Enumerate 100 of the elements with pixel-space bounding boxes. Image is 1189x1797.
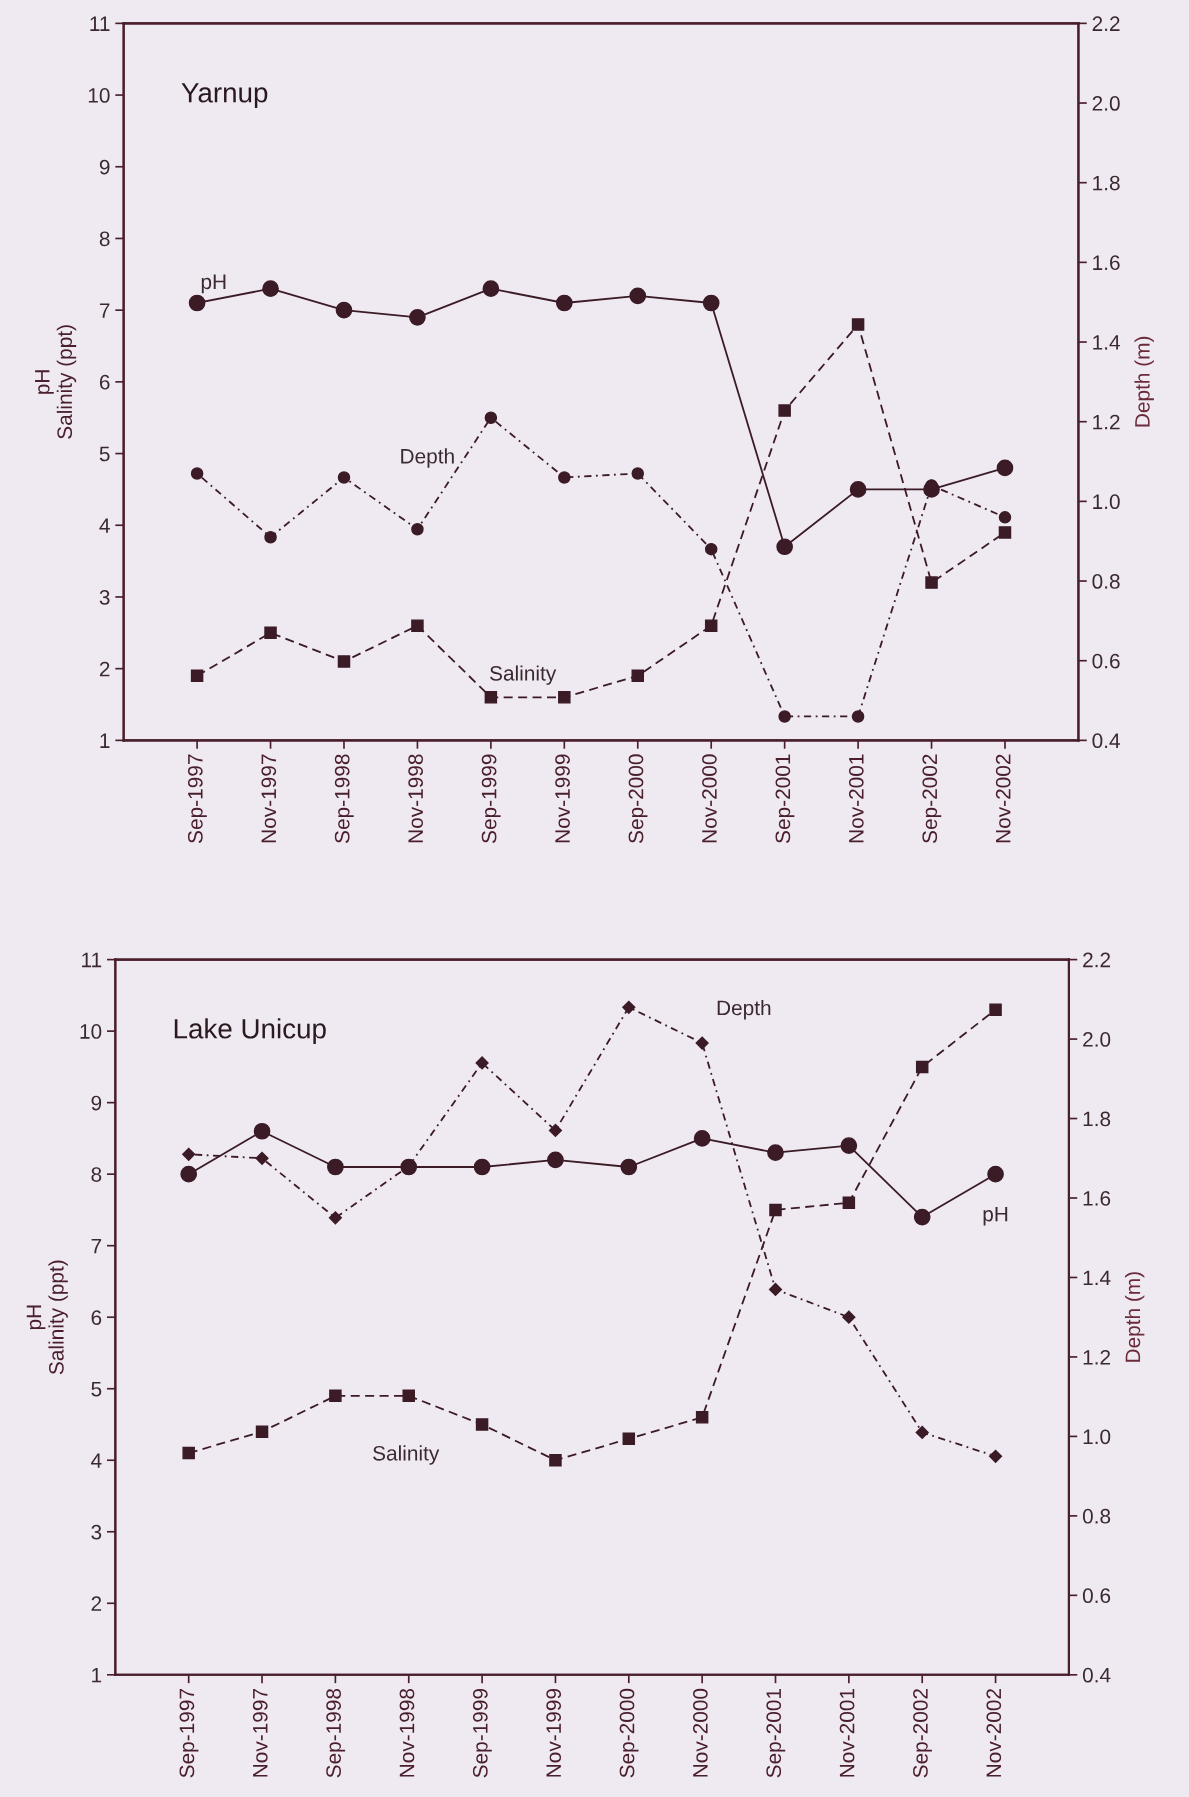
y-tick-label: 6 [91,1310,102,1325]
series-label: Depth [717,1000,771,1020]
point [182,1147,196,1161]
point [482,280,500,297]
y2-tick-label: 1.8 [1093,175,1120,191]
y2-tick-label: 1.4 [1093,335,1120,350]
point [620,1158,638,1176]
point [842,1196,856,1210]
point [998,526,1012,539]
point [695,1411,709,1424]
y-tick-label: 2 [91,1596,102,1611]
point [473,1158,491,1176]
x-tick-label: Nov-2000 [692,1688,708,1777]
y2-tick-label: 1.6 [1093,255,1120,271]
y-tick-label: 8 [91,1167,102,1182]
x-tick-label: Sep-1999 [472,1688,492,1778]
point [409,308,426,326]
point [996,459,1014,477]
y-tick-label: 5 [99,446,110,462]
point [849,481,867,498]
y2-tick-label: 0.8 [1082,1508,1111,1524]
point [851,710,865,723]
x-tick-label: Sep-2000 [628,754,648,843]
x-tick-label: Nov-1999 [546,1688,562,1777]
series-label: Salinity [490,665,557,685]
text: Yarnup [181,83,268,109]
point [622,1432,636,1446]
point [548,1123,563,1138]
x-tick-label: Nov-1998 [399,1688,415,1777]
y2-tick-label: 0.8 [1092,574,1120,589]
y-tick-label: 10 [80,1024,102,1039]
y2-tick-label: 1.4 [1083,1270,1111,1286]
y-tick-label: 1 [100,733,110,748]
point [695,1036,709,1050]
x-tick-label: Nov-1997 [252,1689,268,1777]
point [558,691,571,704]
x-tick-label: Nov-2002 [995,754,1011,843]
point [840,1137,858,1154]
y-tick-label: 3 [99,589,110,605]
point [337,655,351,668]
y-axis-title: pH Salinity (ppt) [26,1260,68,1375]
y-tick-label: 7 [99,303,110,318]
y-tick-label: 9 [91,1095,102,1111]
y-tick-label: 4 [99,518,110,533]
point [547,1151,564,1169]
point [702,294,720,312]
x-tick-label: Sep-1997 [179,1689,199,1778]
point [402,1389,415,1403]
y-tick-label: 10 [88,88,110,103]
point [264,626,277,640]
x-tick-label: Sep-2002 [913,1689,932,1778]
point [988,1449,1003,1463]
point [558,471,571,484]
point [693,1130,711,1147]
x-tick-label: Sep-2000 [619,1688,639,1778]
y2-tick-label: 0.4 [1082,1667,1111,1683]
point [264,530,277,544]
point [851,318,865,331]
x-tick-label: Nov-1999 [555,754,570,843]
x-tick-label: Nov-2000 [702,754,717,843]
point [327,1158,344,1176]
y2-tick-label: 1.2 [1093,414,1120,430]
y-tick-label: 1 [92,1668,102,1683]
point [475,1418,489,1431]
x-tick-label: Nov-1998 [408,754,424,843]
point [629,287,647,305]
y-tick-label: 8 [99,231,110,247]
point [778,710,791,723]
point [704,619,718,632]
series-label: pH [983,1206,1008,1226]
x-tick-label: Sep-2001 [775,754,795,843]
x-tick-label: Sep-2002 [922,754,942,843]
point [989,1003,1002,1016]
point [631,467,645,480]
point [704,542,718,556]
point [182,1446,195,1460]
point [255,1425,269,1438]
point [555,294,573,312]
y-tick-label: 6 [99,374,110,390]
y-tick-label: 7 [91,1238,102,1254]
y-axis-title: pH Salinity (ppt) [35,325,77,439]
y2-tick-label: 2.2 [1092,16,1120,31]
x-tick-label: Sep-1998 [334,754,354,843]
series-label: pH [201,274,226,294]
y2-tick-label: 1.0 [1083,1429,1111,1445]
point [778,404,791,417]
y2-tick-label: 0.4 [1092,733,1120,749]
point [776,538,793,556]
point [915,1425,929,1440]
y2-tick-label: 1.6 [1083,1191,1111,1206]
point [987,1165,1004,1183]
point [768,1282,783,1296]
y-tick-label: 3 [91,1524,102,1540]
y2-axis-title: Depth (m) [1124,1272,1145,1362]
text: Lake Unicup [174,1018,326,1045]
y-tick-label: 9 [99,159,110,175]
series-label: Salinity [373,1445,440,1465]
y2-tick-label: 0.6 [1092,653,1120,669]
x-tick-label: Sep-1997 [187,754,207,843]
point [484,411,498,424]
